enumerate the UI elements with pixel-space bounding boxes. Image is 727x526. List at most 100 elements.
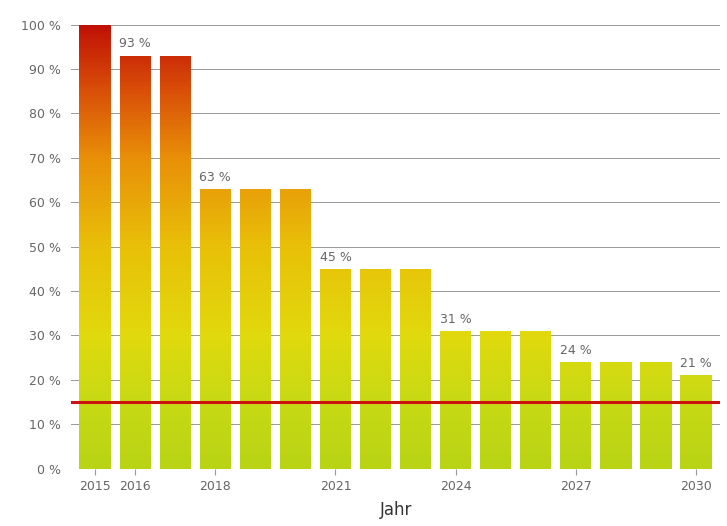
Bar xyxy=(200,222,231,224)
Bar xyxy=(400,375,431,376)
Bar xyxy=(119,86,150,87)
Bar xyxy=(200,364,231,365)
Bar xyxy=(240,217,271,218)
Bar xyxy=(320,310,351,311)
Bar xyxy=(400,457,431,458)
Bar xyxy=(440,411,471,412)
Text: 24 %: 24 % xyxy=(560,344,592,357)
Bar xyxy=(360,444,391,446)
Bar xyxy=(119,185,150,187)
Bar xyxy=(280,318,311,319)
Bar xyxy=(400,386,431,387)
Bar xyxy=(119,214,150,216)
Bar xyxy=(480,444,511,445)
Bar xyxy=(280,379,311,380)
Bar xyxy=(360,365,391,366)
Bar xyxy=(360,316,391,317)
Bar xyxy=(160,94,191,96)
Bar xyxy=(160,308,191,309)
Text: 45 %: 45 % xyxy=(320,250,351,264)
Bar xyxy=(240,457,271,458)
Bar xyxy=(320,402,351,403)
Bar xyxy=(280,392,311,393)
Bar xyxy=(400,311,431,312)
Bar xyxy=(119,387,150,389)
Bar xyxy=(400,421,431,422)
Bar xyxy=(160,236,191,237)
Bar xyxy=(400,434,431,436)
Bar xyxy=(520,444,551,445)
Bar xyxy=(480,346,511,347)
Bar xyxy=(119,299,150,301)
Bar xyxy=(240,245,271,246)
Bar xyxy=(480,408,511,409)
Bar xyxy=(440,389,471,390)
Bar xyxy=(520,397,551,398)
Bar xyxy=(200,412,231,413)
Bar xyxy=(320,316,351,317)
Bar xyxy=(480,450,511,451)
Bar xyxy=(240,295,271,296)
Bar xyxy=(360,337,391,338)
Bar xyxy=(79,289,111,291)
Bar xyxy=(200,312,231,313)
Bar xyxy=(360,436,391,437)
Bar xyxy=(520,370,551,371)
Bar xyxy=(240,357,271,358)
Bar xyxy=(400,273,431,274)
Bar xyxy=(480,341,511,342)
Bar xyxy=(119,393,150,394)
Bar xyxy=(200,396,231,397)
Bar xyxy=(320,325,351,326)
Bar xyxy=(360,299,391,300)
Bar xyxy=(79,391,111,393)
Bar xyxy=(440,371,471,372)
Bar xyxy=(79,211,111,213)
Bar xyxy=(480,398,511,399)
Bar xyxy=(200,417,231,418)
Bar xyxy=(280,333,311,335)
Bar xyxy=(440,370,471,371)
Bar xyxy=(280,251,311,252)
Bar xyxy=(200,190,231,191)
Bar xyxy=(119,277,150,279)
Bar xyxy=(360,295,391,296)
Bar xyxy=(119,79,150,80)
Bar xyxy=(79,316,111,318)
Bar xyxy=(200,290,231,291)
Bar xyxy=(119,75,150,76)
Bar xyxy=(160,240,191,241)
Bar xyxy=(240,323,271,324)
Bar xyxy=(160,404,191,406)
Bar xyxy=(240,392,271,393)
Bar xyxy=(360,349,391,350)
Bar xyxy=(360,374,391,375)
Bar xyxy=(79,381,111,383)
Bar xyxy=(400,351,431,352)
Bar xyxy=(119,224,150,225)
Bar xyxy=(160,310,191,312)
Bar xyxy=(440,454,471,455)
Bar xyxy=(119,207,150,208)
Bar xyxy=(480,351,511,352)
Bar xyxy=(240,391,271,392)
Bar xyxy=(240,306,271,307)
Bar xyxy=(200,373,231,375)
Bar xyxy=(400,405,431,406)
Bar xyxy=(360,391,391,392)
Bar xyxy=(280,394,311,395)
Bar xyxy=(119,152,150,154)
Bar xyxy=(79,53,111,54)
Bar xyxy=(240,325,271,326)
Bar xyxy=(119,275,150,276)
Bar xyxy=(200,213,231,214)
Bar xyxy=(440,455,471,456)
Bar xyxy=(119,306,150,308)
Bar xyxy=(119,378,150,379)
Bar xyxy=(520,372,551,373)
Bar xyxy=(240,356,271,357)
Bar xyxy=(240,436,271,437)
Bar xyxy=(480,391,511,392)
Bar xyxy=(160,127,191,129)
Bar xyxy=(240,397,271,398)
